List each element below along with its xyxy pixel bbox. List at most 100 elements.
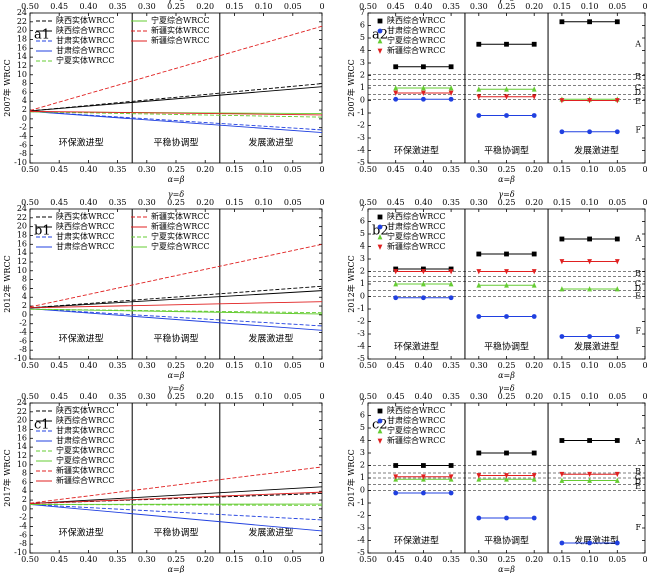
marker <box>559 259 565 265</box>
x-tick-label: 0.45 <box>50 555 68 564</box>
marker <box>559 477 565 483</box>
x-tick-label: 0.40 <box>79 165 97 174</box>
annotation: E <box>635 292 641 301</box>
legend-label: 宁夏实体WRCC <box>151 231 210 241</box>
legend-label: 陕西实体WRCC <box>56 211 115 221</box>
marker <box>393 269 399 275</box>
y-tick-label: -10 <box>14 354 27 363</box>
marker <box>393 474 399 480</box>
marker <box>476 282 482 288</box>
series-line <box>29 301 323 309</box>
y-tick-label: -8 <box>19 345 27 354</box>
series-line <box>29 290 323 309</box>
x2-tick-label: 0.10 <box>255 198 273 207</box>
y-tick-label: 20 <box>17 222 27 231</box>
x2-tick-label: 0.30 <box>470 198 488 207</box>
marker <box>448 269 454 275</box>
x-tick-label: 0.05 <box>608 361 626 370</box>
marker <box>476 86 482 92</box>
panel: 0.50 0.50 0.45 0.45 0.40 0.40 0.35 0.35 0.30 0.30… <box>2 0 325 184</box>
marker <box>614 477 620 483</box>
y-tick-label: 6 <box>360 411 365 420</box>
y-tick-label: 1 <box>360 83 365 92</box>
x-tick-label: 0.45 <box>50 361 68 370</box>
marker <box>448 295 454 301</box>
y-tick-label: -4 <box>19 132 27 141</box>
x2-tick-label: 0 <box>319 392 324 401</box>
x2-tick-label: 0.50 <box>359 198 377 207</box>
marker <box>448 463 454 468</box>
panel-label: a2 <box>372 28 388 43</box>
marker <box>393 96 399 102</box>
x2-tick-label: 0.35 <box>442 392 460 401</box>
x-tick-label: 0 <box>319 361 324 370</box>
legend-swatch <box>377 244 383 250</box>
x2-tick-label: 0.35 <box>109 198 127 207</box>
x2-tick-label: 0.10 <box>255 392 273 401</box>
legend-label: 新疆综合WRCC <box>387 45 446 55</box>
annotation: F <box>635 126 641 135</box>
legend-label: 宁夏综合WRCC <box>151 15 210 25</box>
y-axis-label: 2017年 WRCC <box>2 449 12 506</box>
y-tick-label: -2 <box>19 513 27 522</box>
x2-tick-label: 0.50 <box>21 198 39 207</box>
x-tick-label: 0.30 <box>470 555 488 564</box>
x2-tick-label: 0.50 <box>21 2 39 11</box>
x-tick-label: 0.10 <box>255 361 273 370</box>
legend-label: 陕西综合WRCC <box>387 15 446 25</box>
legend-label: 甘肃实体WRCC <box>56 35 115 45</box>
y-tick-label: 6 <box>22 283 27 292</box>
y-tick-label: 6 <box>22 477 27 486</box>
y-tick-label: 16 <box>17 43 27 52</box>
x-tick-label: 0.20 <box>196 555 214 564</box>
y-tick-label: 12 <box>17 61 27 70</box>
x-tick-label: 0.50 <box>21 361 39 370</box>
marker <box>504 450 509 456</box>
region-label: 发展激进型 <box>574 145 619 157</box>
legend-label: 甘肃实体WRCC <box>56 425 115 435</box>
x-tick-label: 0.25 <box>498 555 516 564</box>
panel: 0.50 0.50 0.45 0.45 0.40 0.40 0.35 0.35 0.30 0.30… <box>2 190 325 380</box>
legend-label: 宁夏综合WRCC <box>387 35 446 45</box>
legend-swatch <box>377 408 383 414</box>
legend-label: 宁夏实体WRCC <box>56 445 115 455</box>
marker <box>504 251 509 257</box>
marker <box>614 236 620 242</box>
marker <box>476 473 482 479</box>
y-tick-label: -8 <box>19 149 27 158</box>
x-tick-label: 0.20 <box>525 361 543 370</box>
x-tick-label: 0.50 <box>21 165 39 174</box>
legend-label: 甘肃综合WRCC <box>56 45 115 55</box>
panel: 0.50 0.50 0.45 0.45 0.40 0.40 0.35 0.35 0.30 0.30… <box>346 384 648 573</box>
marker <box>587 19 592 25</box>
y-tick-label: 2 <box>360 267 365 276</box>
y-tick-label: -8 <box>19 539 27 548</box>
x2-tick-label: 0.50 <box>359 2 377 11</box>
panel-label: c1 <box>34 418 50 433</box>
marker <box>504 476 509 482</box>
x-tick-label: 0.50 <box>359 361 377 370</box>
marker <box>504 473 509 479</box>
marker <box>504 269 509 275</box>
marker <box>393 295 399 301</box>
region-label: 平稳协调型 <box>153 333 198 345</box>
marker <box>559 286 565 292</box>
x2-tick-label: 0.15 <box>225 198 243 207</box>
series-line <box>29 466 323 504</box>
marker <box>448 474 454 480</box>
marker <box>587 477 592 483</box>
marker <box>614 334 620 339</box>
y-tick-label: 6 <box>360 21 365 30</box>
x2-tick-label: 0.30 <box>470 392 488 401</box>
y-tick-label: -3 <box>357 523 365 532</box>
y-tick-label: 0 <box>360 292 365 301</box>
x2-tick-label: 0.20 <box>525 198 543 207</box>
x-axis-label: α=β <box>168 175 185 184</box>
marker <box>614 98 620 104</box>
y-tick-label: 8 <box>22 469 27 478</box>
legend-label: 甘肃实体WRCC <box>56 231 115 241</box>
legend-label: 新疆综合WRCC <box>387 435 446 445</box>
x-tick-label: 0 <box>319 165 324 174</box>
region-label: 环保激进型 <box>59 137 104 149</box>
region-label: 平稳协调型 <box>484 341 529 353</box>
